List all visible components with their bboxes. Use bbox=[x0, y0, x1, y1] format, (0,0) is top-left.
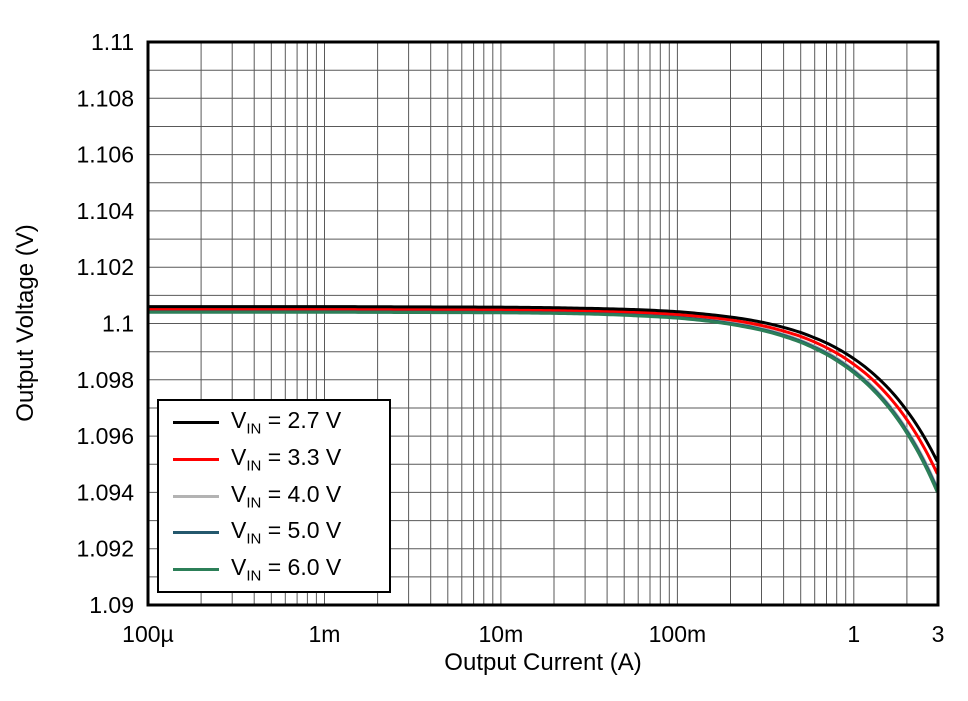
y-tick-label: 1.09 bbox=[89, 592, 134, 618]
legend-label: VIN = 3.3 V bbox=[231, 443, 342, 475]
legend-item-vin-3v3: VIN = 3.3 V bbox=[173, 444, 389, 475]
series-line-vin-3v3 bbox=[146, 307, 939, 475]
x-axis-title: Output Current (A) bbox=[444, 649, 642, 676]
x-tick-label: 1 bbox=[847, 621, 860, 647]
legend-item-vin-4v0: VIN = 4.0 V bbox=[173, 480, 389, 512]
x-tick-label: 100m bbox=[649, 621, 707, 647]
legend-label: VIN = 6.0 V bbox=[231, 554, 342, 585]
y-tick-label: 1.092 bbox=[76, 536, 134, 562]
legend: VIN = 2.7 V VIN = 3.3 V VIN = 4.0 V VIN … bbox=[157, 399, 391, 593]
series-line-vin-2v7 bbox=[146, 305, 939, 463]
y-tick-label: 1.1 bbox=[102, 311, 134, 337]
y-tick-label: 1.11 bbox=[91, 29, 134, 55]
series-line-vin-6v0 bbox=[146, 310, 939, 493]
y-tick-label: 1.096 bbox=[76, 423, 134, 449]
x-tick-label: 100µ bbox=[122, 621, 174, 647]
legend-label: VIN = 4.0 V bbox=[231, 480, 342, 512]
legend-line-swatch bbox=[173, 420, 219, 424]
x-tick-label: 1m bbox=[309, 621, 341, 647]
y-tick-label: 1.106 bbox=[76, 142, 134, 168]
legend-label: VIN = 5.0 V bbox=[231, 517, 342, 549]
legend-label: VIN = 2.7 V bbox=[231, 407, 342, 438]
y-tick-label: 1.094 bbox=[76, 479, 134, 505]
legend-line-swatch bbox=[173, 568, 219, 572]
y-tick-label: 1.098 bbox=[76, 367, 134, 393]
legend-item-vin-6v0: VIN = 6.0 V bbox=[173, 554, 389, 585]
x-tick-label: 10m bbox=[479, 621, 524, 647]
y-tick-label: 1.102 bbox=[76, 254, 134, 280]
legend-line-swatch bbox=[173, 494, 219, 498]
legend-item-vin-2v7: VIN = 2.7 V bbox=[173, 407, 389, 438]
legend-line-swatch bbox=[173, 457, 219, 461]
legend-item-vin-5v0: VIN = 5.0 V bbox=[173, 517, 389, 548]
y-tick-label: 1.104 bbox=[76, 198, 134, 224]
y-tick-label: 1.108 bbox=[76, 85, 134, 111]
y-axis-title: Output Voltage (V) bbox=[12, 224, 39, 422]
legend-line-swatch bbox=[173, 531, 219, 535]
x-tick-label: 3 bbox=[932, 621, 945, 647]
plot-frame bbox=[146, 40, 940, 607]
